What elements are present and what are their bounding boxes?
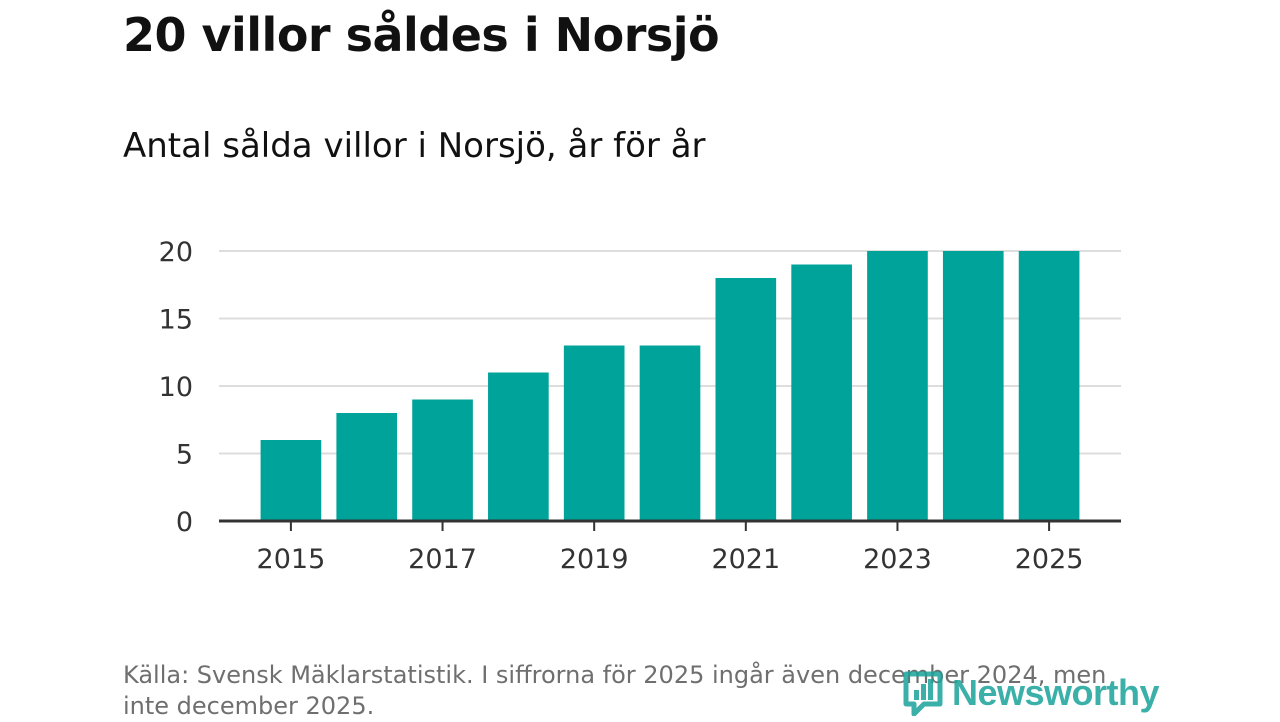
- y-tick-label: 20: [159, 237, 193, 268]
- chart-title: 20 villor såldes i Norsjö: [123, 8, 720, 62]
- bar-2021: [715, 278, 777, 521]
- bar-2019: [563, 345, 625, 521]
- y-tick-label: 5: [176, 440, 193, 471]
- bar-2020: [639, 345, 701, 521]
- bar-2023: [867, 251, 928, 521]
- bar-2015: [260, 440, 322, 521]
- bar-2016: [336, 413, 398, 521]
- bar-2017: [412, 399, 473, 521]
- x-tick-label: 2021: [711, 544, 780, 575]
- bar-2024: [942, 251, 1004, 521]
- bar-chart: 0 5 10 15 20 2015 2017 2019 2021 2023 2025: [159, 237, 1121, 575]
- x-tick-label: 2023: [863, 544, 932, 575]
- x-tick-label: 2025: [1015, 544, 1084, 575]
- bar-2018: [488, 372, 549, 521]
- bar-2025: [1018, 251, 1080, 521]
- x-tick-label: 2017: [408, 544, 477, 575]
- axes: 0 5 10 15 20 2015 2017 2019 2021 2023 2025: [159, 237, 1121, 575]
- y-tick-label: 0: [176, 507, 193, 538]
- x-tick-label: 2015: [257, 544, 326, 575]
- y-tick-label: 15: [159, 305, 193, 336]
- bar-chart-logo-icon: [903, 671, 943, 716]
- bars: [260, 251, 1080, 521]
- brand-name: Newsworthy: [952, 672, 1160, 713]
- brand-logo: Newsworthy: [902, 670, 1160, 716]
- y-tick-label: 10: [159, 372, 193, 403]
- x-tick-label: 2019: [560, 544, 629, 575]
- bar-2022: [791, 264, 852, 521]
- chart-subtitle: Antal sålda villor i Norsjö, år för år: [123, 126, 706, 166]
